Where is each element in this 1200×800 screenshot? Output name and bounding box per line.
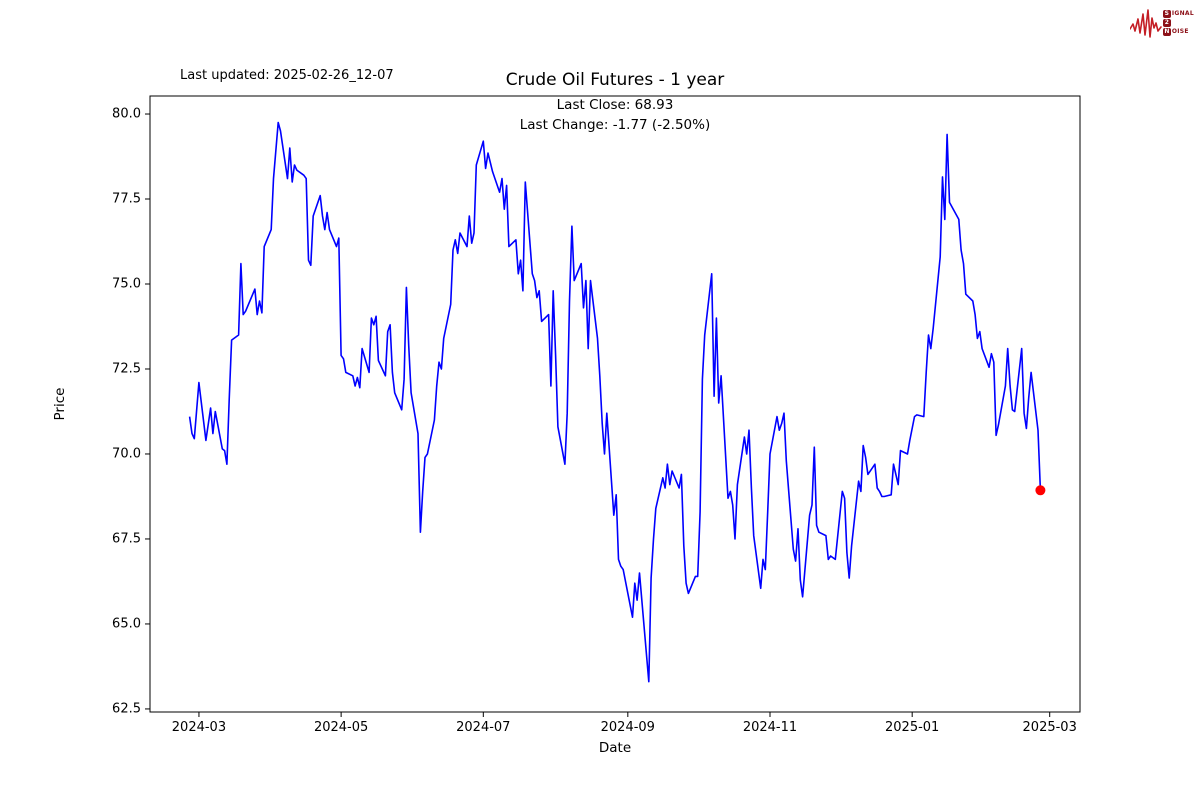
logo-badge-s: S	[1162, 10, 1171, 18]
y-tick-label: 67.5	[112, 531, 141, 546]
last-close-annotation: Last Close: 68.93	[556, 97, 674, 113]
chart-title: Crude Oil Futures - 1 year	[505, 70, 725, 90]
logo-rest-ignal: IGNAL	[1171, 10, 1194, 17]
x-tick-label: 2025-01	[885, 720, 939, 735]
y-tick-label: 72.5	[112, 361, 141, 376]
logo-row-signal: S IGNAL	[1162, 10, 1194, 18]
y-tick-label: 80.0	[112, 107, 141, 122]
x-tick-label: 2024-09	[601, 720, 655, 735]
y-tick-label: 75.0	[112, 276, 141, 291]
plot-border	[149, 95, 1081, 713]
x-tick-label: 2024-05	[314, 720, 368, 735]
x-tick-label: 2024-11	[743, 720, 797, 735]
logo-text: S IGNAL 2 N OISE	[1162, 10, 1194, 36]
price-line	[188, 121, 1042, 683]
last-price-marker	[1035, 485, 1046, 496]
ecg-waveform-icon	[1129, 9, 1162, 38]
y-tick-label: 65.0	[112, 616, 141, 631]
last-updated-text: Last updated: 2025-02-26_12-07	[180, 68, 394, 83]
signal2noise-logo: S IGNAL 2 N OISE	[1129, 5, 1194, 41]
logo-row-2: 2	[1162, 19, 1194, 27]
logo-rest-oise: OISE	[1171, 28, 1189, 35]
logo-badge-2: 2	[1162, 19, 1171, 27]
x-tick-label: 2025-03	[1023, 720, 1077, 735]
logo-row-noise: N OISE	[1162, 28, 1194, 36]
x-tick-label: 2024-07	[456, 720, 510, 735]
logo-badge-n: N	[1162, 28, 1171, 36]
x-axis-label: Date	[598, 740, 632, 756]
last-change-annotation: Last Change: -1.77 (-2.50%)	[519, 117, 711, 133]
y-tick-label: 77.5	[112, 192, 141, 207]
x-tick-label: 2024-03	[172, 720, 226, 735]
y-tick-label: 62.5	[112, 701, 141, 716]
y-tick-label: 70.0	[112, 446, 141, 461]
